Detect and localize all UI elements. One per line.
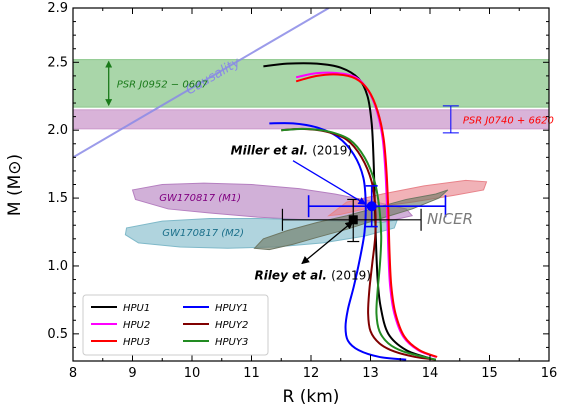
band-1-label: PSR J0740 + 6620 bbox=[463, 115, 554, 126]
measurement-0-marker bbox=[366, 201, 377, 212]
bands-layer bbox=[73, 59, 549, 130]
series-hpu1-line bbox=[263, 62, 431, 360]
y-tick-label: 2.9 bbox=[47, 1, 68, 16]
y-tick-label: 0.5 bbox=[47, 327, 68, 342]
annotation-0-arrow bbox=[292, 160, 367, 205]
region-0-label: GW170817 (M1) bbox=[159, 193, 241, 204]
x-axis-title: R (km) bbox=[283, 387, 340, 407]
y-axis-title: M (M⊙) bbox=[5, 154, 25, 216]
x-tick-label: 11 bbox=[243, 366, 260, 381]
legend-label-hpu3: HPU3 bbox=[123, 337, 150, 348]
x-tick-label: 14 bbox=[422, 366, 439, 381]
x-tick-label: 12 bbox=[303, 366, 320, 381]
band-0 bbox=[73, 59, 549, 108]
legend-label-hpu2: HPU2 bbox=[123, 320, 150, 331]
legend-label-hpu1: HPU1 bbox=[123, 303, 150, 314]
axes-layer: 8 9 10 11 12 13 14 15 16 0.5 1.0 1.5 2.0 2.5 2.9 bbox=[47, 1, 557, 381]
x-tick-label: 13 bbox=[362, 366, 379, 381]
y-tick-label: 1.5 bbox=[47, 191, 68, 206]
x-tick-label: 9 bbox=[128, 366, 136, 381]
legend-label-hpuy3: HPUY3 bbox=[215, 337, 248, 348]
annotations-layer: PSR J0952 − 0607 PSR J0740 + 6620 NICER Mil… bbox=[105, 60, 554, 283]
nicer-label: NICER bbox=[427, 210, 473, 228]
annotation-1: Riley et al. (2019) bbox=[254, 269, 371, 283]
legend-box bbox=[82, 294, 269, 356]
y-tick-label: 1.0 bbox=[47, 259, 68, 274]
series-hpuy3-line bbox=[281, 127, 437, 361]
series-hpu3-line bbox=[295, 73, 438, 358]
measurement-1-marker bbox=[348, 215, 358, 225]
x-tick-label: 8 bbox=[69, 366, 77, 381]
curves-layer bbox=[263, 62, 438, 361]
legend: HPU1 HPU2 HPU3 HPUY1 HPUY2 HPUY3 bbox=[82, 294, 269, 356]
legend-label-hpuy1: HPUY1 bbox=[215, 303, 248, 314]
region-1-label: GW170817 (M2) bbox=[162, 228, 244, 239]
band-0-label: PSR J0952 − 0607 bbox=[117, 79, 209, 90]
legend-label-hpuy2: HPUY2 bbox=[215, 320, 248, 331]
y-tick-label: 2.5 bbox=[47, 55, 68, 70]
y-tick-label: 2.0 bbox=[47, 123, 68, 138]
x-tick-label: 16 bbox=[541, 366, 558, 381]
x-tick-label: 10 bbox=[184, 366, 201, 381]
annotation-1-arrow bbox=[301, 221, 354, 265]
causality-line bbox=[73, 8, 330, 159]
annotation-0: Miller et al. (2019) bbox=[231, 144, 352, 158]
series-hpu2-line bbox=[295, 71, 437, 358]
x-tick-label: 15 bbox=[481, 366, 498, 381]
